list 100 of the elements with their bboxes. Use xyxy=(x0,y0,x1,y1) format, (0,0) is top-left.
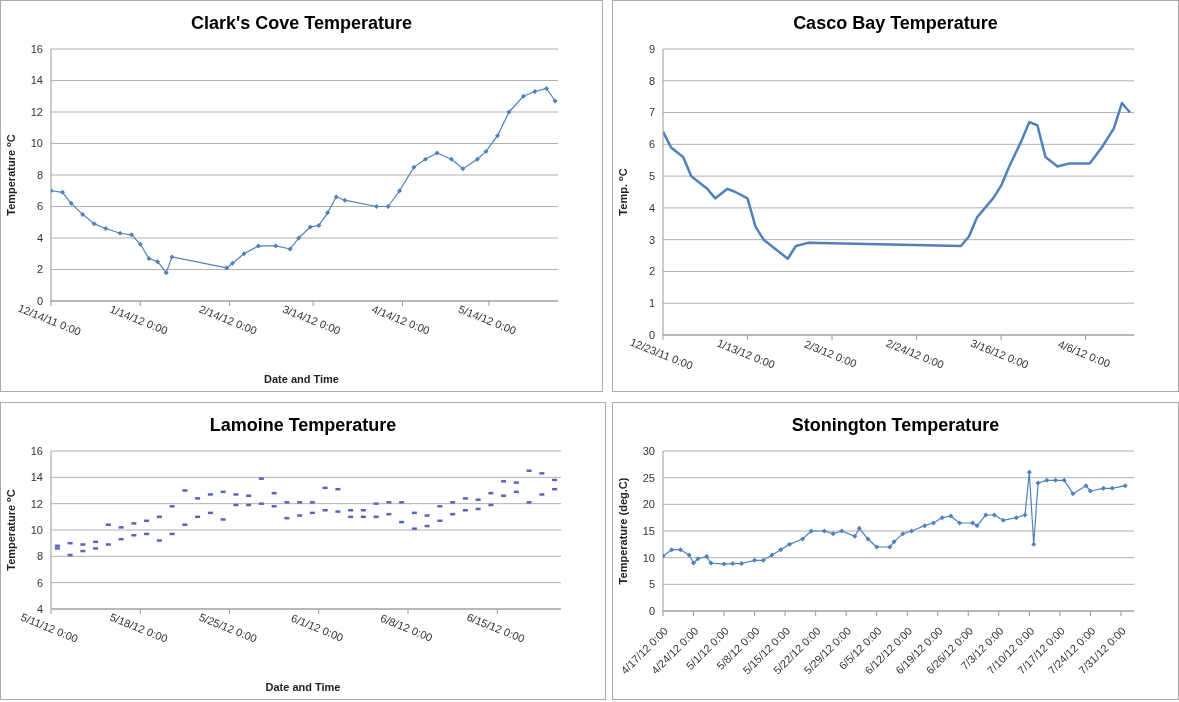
point xyxy=(155,259,161,265)
x-tick-label: 4/6/12 0:00 xyxy=(1056,337,1112,370)
point xyxy=(704,554,710,560)
point xyxy=(1100,485,1106,491)
x-tick-label: 2/3/12 0:00 xyxy=(802,337,859,370)
y-tick-label: 0 xyxy=(36,294,43,307)
x-axis-title: Date and Time xyxy=(264,681,342,693)
point xyxy=(307,224,313,230)
point xyxy=(316,222,322,228)
point xyxy=(808,528,814,534)
point xyxy=(241,251,247,257)
point xyxy=(909,528,915,534)
point xyxy=(839,528,845,534)
point xyxy=(1035,480,1041,486)
point xyxy=(495,133,501,139)
point xyxy=(129,232,135,238)
point xyxy=(385,204,391,209)
y-tick-label: 6 xyxy=(36,200,43,213)
point xyxy=(1031,541,1037,547)
point xyxy=(708,560,714,566)
y-tick-label: 6 xyxy=(648,138,655,151)
point xyxy=(273,243,279,249)
point xyxy=(865,536,871,542)
point xyxy=(163,270,169,276)
y-tick-label: 7 xyxy=(648,106,655,119)
point xyxy=(552,98,558,104)
point xyxy=(1022,512,1028,518)
point xyxy=(752,557,758,563)
y-tick-label: 20 xyxy=(642,498,655,511)
point xyxy=(296,235,302,241)
point xyxy=(769,552,775,558)
point xyxy=(333,194,339,200)
point xyxy=(669,547,675,553)
point xyxy=(821,528,827,534)
point xyxy=(229,260,235,266)
point xyxy=(730,561,736,567)
point xyxy=(677,547,683,553)
y-tick-label: 8 xyxy=(36,168,43,181)
x-axis-title: Date and Time xyxy=(263,373,340,385)
point xyxy=(786,541,792,547)
point xyxy=(422,156,428,162)
point xyxy=(691,560,697,566)
point xyxy=(80,211,86,217)
point xyxy=(974,523,980,529)
y-tick-label: 8 xyxy=(36,550,43,563)
point xyxy=(760,557,766,563)
point xyxy=(970,520,976,526)
point xyxy=(948,513,954,519)
y-tick-label: 5 xyxy=(648,170,655,183)
point xyxy=(460,166,466,172)
y-tick-label: 2 xyxy=(648,265,655,278)
point xyxy=(1083,483,1089,489)
y-tick-label: 10 xyxy=(30,137,43,150)
point xyxy=(1013,515,1019,521)
point xyxy=(939,515,945,521)
y-tick-label: 5 xyxy=(648,578,655,591)
point xyxy=(695,556,701,562)
y-tick-label: 16 xyxy=(30,42,43,55)
y-tick-label: 1 xyxy=(648,297,655,310)
point xyxy=(930,520,936,526)
point xyxy=(1000,517,1006,523)
chart-title: Clark's Cove Temperature xyxy=(189,13,413,35)
point xyxy=(778,547,784,553)
y-tick-label: 14 xyxy=(30,74,43,87)
point xyxy=(117,230,123,236)
y-tick-label: 0 xyxy=(648,604,655,617)
point xyxy=(543,85,549,91)
point xyxy=(891,539,897,545)
chart-title: Stonington Temperature xyxy=(790,415,1001,437)
chart-title: Casco Bay Temperature xyxy=(792,13,999,35)
line-series xyxy=(663,101,1132,260)
point xyxy=(1026,469,1032,475)
y-axis-title: Temperature (deg.C) xyxy=(617,477,629,585)
y-tick-label: 10 xyxy=(30,523,43,536)
y-tick-label: 4 xyxy=(36,602,43,615)
point xyxy=(255,243,261,249)
point xyxy=(60,189,66,195)
y-tick-label: 4 xyxy=(648,201,655,214)
point xyxy=(103,226,109,232)
y-tick-label: 4 xyxy=(36,231,43,244)
point xyxy=(448,156,454,162)
point xyxy=(830,531,836,537)
point xyxy=(434,150,440,156)
point xyxy=(1061,477,1067,483)
point xyxy=(856,525,862,531)
point xyxy=(900,531,906,537)
y-tick-label: 12 xyxy=(30,105,43,118)
y-tick-label: 12 xyxy=(30,497,43,510)
chart-title: Lamoine Temperature xyxy=(208,415,398,437)
point xyxy=(721,561,727,567)
point xyxy=(532,89,538,95)
y-tick-label: 30 xyxy=(642,444,655,457)
point xyxy=(686,552,692,558)
point xyxy=(983,512,989,518)
y-tick-label: 14 xyxy=(30,471,43,484)
point xyxy=(224,265,230,271)
point xyxy=(287,246,293,252)
y-tick-label: 15 xyxy=(642,524,655,537)
point xyxy=(852,533,858,539)
y-tick-label: 8 xyxy=(648,74,655,87)
